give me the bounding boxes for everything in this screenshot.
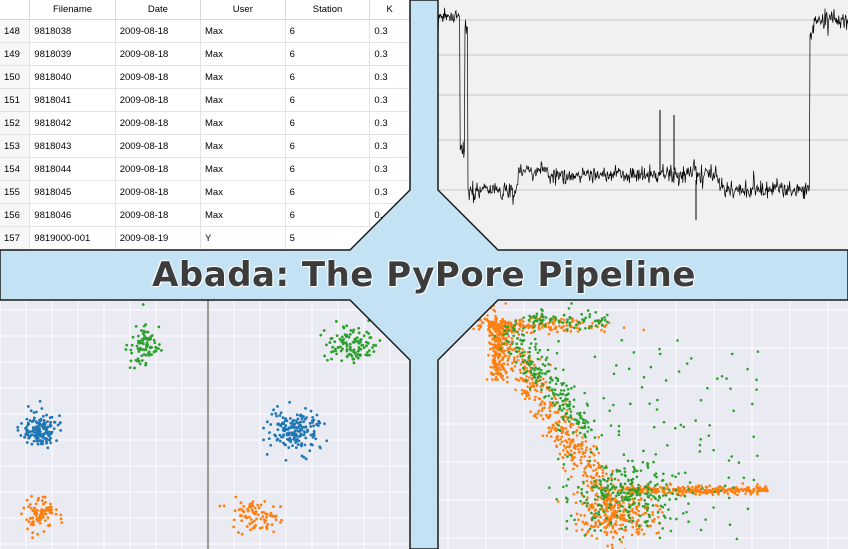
cell-user: Max	[200, 19, 286, 43]
table-row[interactable]: 153 9818043 2009-08-18 Max 6 0.3	[0, 134, 410, 158]
cell-k: 0.3	[369, 88, 410, 112]
cell-date: 2009-08-18	[115, 19, 202, 43]
cell-filename: 9818038	[29, 19, 116, 43]
row-index: 157	[0, 226, 31, 250]
header-station[interactable]: Station	[285, 0, 371, 20]
table-row[interactable]: 155 9818045 2009-08-18 Max 6 0.3	[0, 180, 410, 204]
cell-station: 6	[285, 19, 371, 43]
row-index: 153	[0, 134, 31, 158]
row-index: 151	[0, 88, 31, 112]
cell-date: 2009-08-18	[115, 180, 202, 204]
table-row[interactable]: 149 9818039 2009-08-18 Max 6 0.3	[0, 42, 410, 66]
cell-filename: 9818041	[29, 88, 116, 112]
header-date[interactable]: Date	[115, 0, 202, 20]
cluster-scatter-plot	[0, 300, 410, 549]
table-row[interactable]: 148 9818038 2009-08-18 Max 6 0.3	[0, 19, 410, 43]
cell-user: Max	[200, 157, 286, 181]
cell-user: Max	[200, 203, 286, 227]
cell-date: 2009-08-18	[115, 65, 202, 89]
cell-station: 6	[285, 42, 371, 66]
cell-date: 2009-08-19	[115, 226, 202, 250]
file-table: Filename Date User Station K 148 9818038 2…	[0, 0, 410, 250]
row-index: 152	[0, 111, 31, 135]
cell-k: 0.3	[369, 65, 410, 89]
table-row[interactable]: 152 9818042 2009-08-18 Max 6 0.3	[0, 111, 410, 135]
cell-filename: 9818039	[29, 42, 116, 66]
row-index: 148	[0, 19, 31, 43]
cell-user: Max	[200, 88, 286, 112]
cell-station: 6	[285, 203, 371, 227]
cell-date: 2009-08-18	[115, 203, 202, 227]
current-trace-panel	[438, 0, 848, 250]
cell-k: 0.3	[369, 42, 410, 66]
cell-user: Max	[200, 65, 286, 89]
row-index: 149	[0, 42, 31, 66]
header-index[interactable]	[0, 0, 31, 20]
cell-user: Max	[200, 42, 286, 66]
table-row[interactable]: 154 9818044 2009-08-18 Max 6 0.3	[0, 157, 410, 181]
header-user[interactable]: User	[200, 0, 286, 20]
row-index: 155	[0, 180, 31, 204]
cell-station: 6	[285, 111, 371, 135]
table-row[interactable]: 150 9818040 2009-08-18 Max 6 0.3	[0, 65, 410, 89]
cell-date: 2009-08-18	[115, 157, 202, 181]
cell-filename: 9818046	[29, 203, 116, 227]
page-title: Abada: The PyPore Pipeline	[152, 255, 696, 295]
cell-filename: 9818044	[29, 157, 116, 181]
cell-user: Y	[200, 226, 286, 250]
cell-filename: 9819000-001	[29, 226, 116, 250]
cell-date: 2009-08-18	[115, 134, 202, 158]
row-index: 150	[0, 65, 31, 89]
cell-station: 6	[285, 134, 371, 158]
cell-station: 6	[285, 88, 371, 112]
cell-user: Max	[200, 111, 286, 135]
cell-date: 2009-08-18	[115, 88, 202, 112]
cell-k: 0.3	[369, 157, 410, 181]
cell-k: 0.3	[369, 111, 410, 135]
cell-station: 6	[285, 65, 371, 89]
cell-user: Max	[200, 180, 286, 204]
cell-date: 2009-08-18	[115, 42, 202, 66]
cell-k: 0.3	[369, 19, 410, 43]
table-header-row: Filename Date User Station K	[0, 0, 410, 20]
cell-date: 2009-08-18	[115, 111, 202, 135]
cell-filename: 9818045	[29, 180, 116, 204]
cell-filename: 9818043	[29, 134, 116, 158]
cell-k: 0.3	[369, 134, 410, 158]
cell-station: 6	[285, 157, 371, 181]
cell-station: 6	[285, 180, 371, 204]
table-row[interactable]: 151 9818041 2009-08-18 Max 6 0.3	[0, 88, 410, 112]
current-trace-plot	[438, 7, 848, 220]
cluster-scatter-panel	[0, 300, 410, 549]
header-filename[interactable]: Filename	[29, 0, 116, 20]
cell-filename: 9818040	[29, 65, 116, 89]
row-index: 156	[0, 203, 31, 227]
row-index: 154	[0, 157, 31, 181]
cell-user: Max	[200, 134, 286, 158]
cell-filename: 9818042	[29, 111, 116, 135]
file-table-panel: Filename Date User Station K 148 9818038 2…	[0, 0, 410, 250]
header-k[interactable]: K	[369, 0, 410, 20]
